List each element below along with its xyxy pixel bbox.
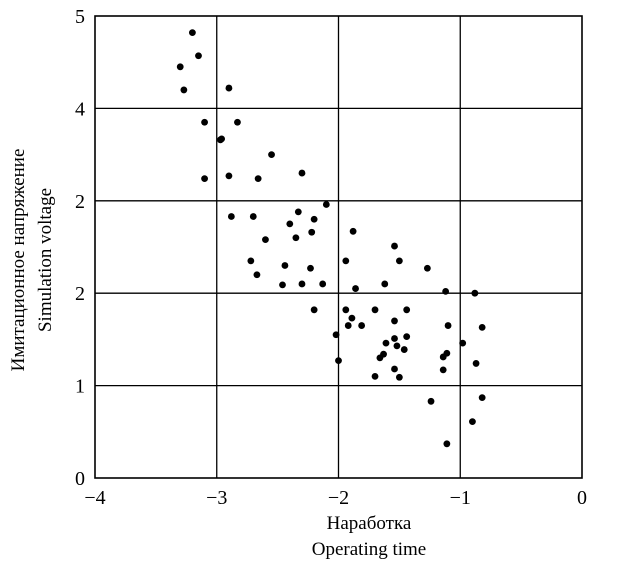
data-point	[281, 262, 289, 269]
data-point	[382, 339, 390, 347]
data-point	[298, 280, 306, 288]
data-point	[201, 118, 208, 126]
data-point	[254, 175, 262, 183]
data-point	[298, 169, 306, 177]
y-tick-label: 4	[75, 98, 85, 120]
data-point	[176, 63, 184, 71]
data-points	[176, 29, 486, 448]
data-point	[403, 333, 411, 341]
x-tick-labels: −4 −3 −2 −1 0	[84, 487, 587, 509]
data-point	[201, 175, 208, 183]
data-point	[225, 172, 233, 180]
data-point	[439, 353, 447, 361]
data-point	[391, 317, 398, 325]
y-tick-label: 2	[75, 191, 85, 213]
data-point	[268, 151, 275, 159]
data-point	[189, 29, 196, 37]
data-point	[319, 280, 327, 288]
data-point	[332, 331, 340, 339]
data-point	[322, 201, 330, 208]
y-tick-label: 5	[75, 6, 85, 28]
data-point	[381, 280, 389, 288]
data-point	[391, 335, 398, 342]
x-axis-title-en: Operating time	[312, 539, 427, 560]
x-axis-title-ru: Наработка	[327, 513, 412, 534]
x-tick-label: −2	[328, 487, 349, 509]
data-point	[262, 236, 269, 244]
data-point	[342, 306, 350, 314]
data-point	[391, 242, 398, 250]
data-point	[294, 208, 302, 216]
data-point	[225, 84, 233, 92]
x-tick-label: −1	[450, 487, 471, 509]
data-point	[358, 322, 366, 329]
data-point	[442, 287, 450, 295]
data-point	[342, 257, 350, 265]
data-point	[310, 215, 318, 223]
data-point	[286, 220, 294, 228]
data-point	[439, 366, 447, 374]
y-tick-label: 1	[75, 376, 85, 398]
data-point	[292, 234, 300, 242]
data-point	[427, 397, 435, 405]
grid-lines	[95, 16, 582, 478]
data-point	[459, 339, 467, 347]
data-point	[403, 306, 411, 314]
data-point	[471, 289, 479, 297]
data-point	[478, 394, 486, 402]
data-point	[307, 264, 314, 272]
y-tick-labels: 0 1 2 2 4 5	[75, 6, 85, 490]
x-tick-label: −3	[206, 487, 227, 509]
x-tick-label: 0	[577, 487, 587, 509]
data-point	[249, 213, 257, 220]
data-point	[472, 360, 480, 367]
data-point	[393, 342, 401, 350]
data-point	[180, 86, 188, 94]
data-point	[400, 346, 408, 353]
data-point	[247, 257, 255, 265]
data-point	[310, 306, 318, 314]
data-point	[253, 271, 261, 279]
data-point	[348, 314, 356, 322]
x-tick-label: −4	[84, 487, 105, 509]
data-point	[227, 213, 235, 220]
data-point	[443, 440, 451, 448]
data-point	[371, 306, 379, 314]
data-point	[371, 372, 379, 380]
data-point	[335, 357, 342, 365]
data-point	[391, 365, 398, 373]
y-axis-title-en: Simulation voltage	[35, 188, 56, 332]
plot-frame	[94, 15, 583, 479]
data-point	[423, 264, 431, 272]
data-point	[469, 418, 476, 426]
data-point	[349, 227, 357, 235]
data-point	[395, 373, 403, 381]
data-point	[376, 354, 384, 362]
data-point	[344, 322, 352, 329]
data-point	[352, 285, 359, 292]
data-point	[234, 118, 241, 126]
data-point	[444, 322, 452, 329]
data-point	[279, 281, 286, 289]
y-axis-title-ru: Имитационное напряжение	[8, 149, 29, 372]
data-point	[218, 135, 226, 143]
data-point	[395, 257, 403, 265]
data-point	[195, 52, 202, 60]
data-point	[478, 323, 486, 331]
y-tick-label: 0	[75, 468, 85, 490]
data-point	[308, 228, 316, 236]
y-tick-label: 2	[75, 283, 85, 305]
